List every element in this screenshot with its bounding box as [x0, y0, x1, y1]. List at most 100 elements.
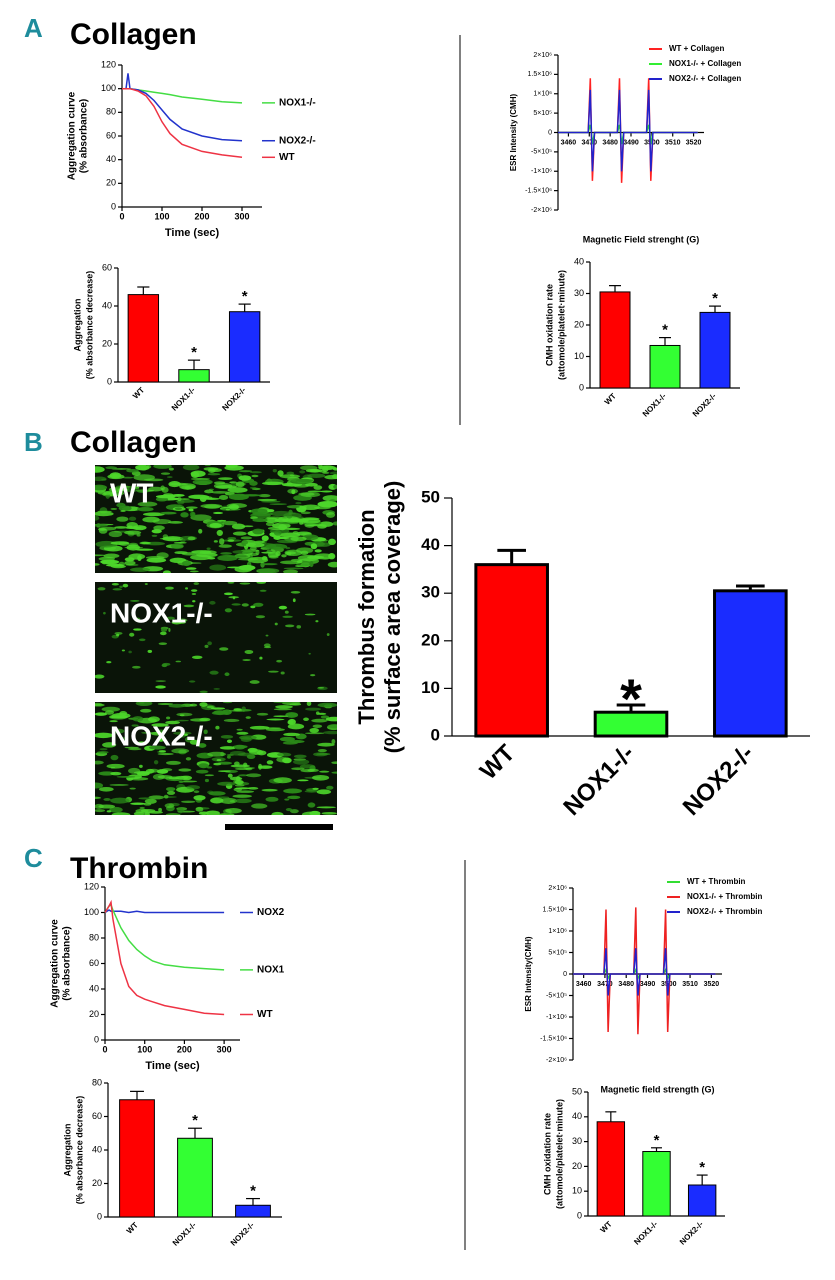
blob: [198, 528, 203, 534]
blob: [279, 736, 295, 742]
blob: [289, 474, 295, 477]
blob: [110, 507, 118, 510]
blob: [227, 582, 235, 584]
legend-label: NOX1-/- + Collagen: [669, 59, 741, 68]
bar: [127, 294, 160, 383]
blob: [155, 680, 167, 682]
y-tick-label: -1×10⁶: [546, 1014, 567, 1021]
blob: [211, 491, 230, 494]
blob: [226, 555, 249, 558]
legend-label: NOX2-/-: [279, 135, 316, 146]
blob: [204, 489, 214, 494]
blob: [286, 514, 293, 519]
blob: [207, 557, 216, 560]
y-tick-label: 10: [572, 1186, 582, 1196]
x-tick-label: WT: [603, 391, 618, 406]
series-line: [558, 78, 698, 183]
blob: [333, 484, 337, 489]
blob: [275, 705, 293, 709]
blob: [223, 718, 240, 723]
blob: [198, 763, 209, 769]
blob: [218, 495, 229, 500]
blob: [174, 507, 183, 510]
blob: [309, 727, 320, 733]
blob: [249, 680, 260, 684]
blob: [212, 511, 224, 515]
x-tick-label: 0: [102, 1044, 107, 1054]
blob: [230, 764, 250, 768]
significance-mark: *: [699, 1159, 705, 1176]
blob: [283, 732, 300, 737]
blob: [234, 779, 244, 785]
blob: [247, 556, 269, 564]
panel-letter: B: [24, 427, 43, 457]
blob: [261, 500, 281, 503]
blob: [125, 526, 142, 530]
blob: [114, 526, 128, 529]
blob: [162, 662, 171, 666]
blob: [124, 746, 140, 749]
blob: [169, 482, 188, 486]
blob: [263, 646, 272, 649]
y-tick-label: -2×10⁶: [546, 1057, 567, 1064]
y-axis-label: (% absorbance decrease): [84, 271, 94, 380]
y-axis-label: Thrombus formation: [354, 509, 379, 724]
blob: [310, 674, 316, 677]
blob: [320, 715, 330, 719]
blob: [207, 473, 221, 476]
blob: [190, 514, 212, 521]
blob: [157, 703, 174, 705]
y-tick-label: 0: [548, 129, 552, 136]
blob: [185, 757, 192, 761]
y-tick-label: 0: [94, 1034, 99, 1044]
blob: [106, 810, 112, 813]
blob: [312, 774, 330, 781]
x-tick-label: 300: [217, 1044, 232, 1054]
micrograph-label: WT: [110, 477, 154, 508]
blob: [249, 471, 262, 474]
blob: [209, 522, 222, 528]
panel-title: Collagen: [70, 18, 197, 51]
blob: [292, 505, 300, 509]
blob: [204, 644, 209, 648]
y-tick-label: 20: [102, 338, 112, 348]
blob: [206, 705, 215, 709]
y-tick-label: -1.5×10⁶: [540, 1035, 567, 1042]
blob: [256, 750, 267, 756]
blob: [181, 800, 196, 803]
blob: [160, 472, 171, 475]
y-axis-label: (% absorbance decrease): [74, 1096, 84, 1205]
blob: [124, 546, 144, 549]
blob: [166, 787, 176, 792]
blob: [98, 786, 114, 792]
y-tick-label: 40: [102, 300, 112, 310]
blob: [224, 465, 244, 471]
blob: [95, 554, 106, 557]
blob: [166, 790, 176, 795]
significance-mark: *: [192, 1112, 198, 1129]
blob: [236, 731, 249, 735]
blob: [210, 707, 226, 710]
blob: [133, 628, 142, 631]
x-tick-label: 3520: [704, 981, 720, 988]
y-axis-label: ESR Intensity(CMH): [524, 936, 533, 1011]
blob: [192, 600, 196, 603]
blob: [195, 769, 209, 774]
blob: [158, 642, 168, 646]
blob: [266, 718, 285, 721]
x-tick-label: WT: [125, 1220, 140, 1235]
y-tick-label: 2×10⁶: [548, 885, 567, 892]
blob: [95, 511, 114, 517]
blob: [293, 759, 310, 765]
blob: [300, 550, 309, 556]
blob: [312, 787, 319, 790]
blob: [136, 489, 149, 494]
micrograph-texture: [95, 702, 337, 815]
blob: [316, 753, 331, 756]
blob: [195, 806, 204, 812]
y-tick-label: 20: [89, 1009, 99, 1019]
blob: [273, 777, 292, 784]
y-tick-label: 80: [89, 932, 99, 942]
blob: [164, 803, 175, 809]
blob: [165, 813, 181, 815]
